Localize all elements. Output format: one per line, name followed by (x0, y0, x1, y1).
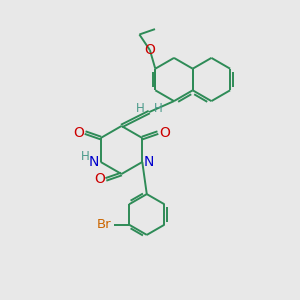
Text: O: O (73, 126, 84, 140)
Text: N: N (144, 155, 154, 169)
Text: H: H (154, 102, 163, 115)
Text: O: O (94, 172, 105, 186)
Text: Br: Br (97, 218, 111, 231)
Text: N: N (89, 155, 99, 169)
Text: H: H (81, 150, 90, 163)
Text: H: H (136, 102, 145, 115)
Text: O: O (145, 43, 155, 57)
Text: O: O (159, 126, 170, 140)
